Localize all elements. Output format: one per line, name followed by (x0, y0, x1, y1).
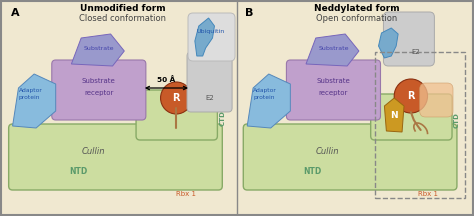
Text: Substrate: Substrate (318, 46, 349, 51)
Text: Neddylated form: Neddylated form (314, 4, 400, 13)
Text: A: A (10, 8, 19, 18)
FancyBboxPatch shape (383, 12, 434, 66)
FancyBboxPatch shape (286, 60, 381, 120)
Text: E2: E2 (205, 95, 214, 101)
Text: Adaptor
protein: Adaptor protein (253, 88, 277, 100)
Text: R: R (407, 91, 415, 101)
Circle shape (161, 82, 192, 114)
Text: 50 Å: 50 Å (157, 76, 175, 83)
Text: CTD: CTD (454, 112, 460, 128)
Text: Substrate: Substrate (317, 78, 350, 84)
FancyBboxPatch shape (9, 124, 222, 190)
Circle shape (394, 79, 428, 113)
FancyBboxPatch shape (187, 52, 232, 112)
Text: E2: E2 (411, 49, 420, 55)
Text: NTD: NTD (304, 167, 322, 176)
Text: receptor: receptor (319, 90, 348, 96)
Text: Substrate: Substrate (82, 78, 116, 84)
Polygon shape (306, 34, 359, 66)
Text: Cullin: Cullin (81, 146, 105, 156)
FancyBboxPatch shape (136, 90, 218, 140)
FancyBboxPatch shape (243, 124, 457, 190)
Text: Cullin: Cullin (316, 146, 339, 156)
Text: Closed conformation: Closed conformation (79, 14, 166, 23)
FancyBboxPatch shape (371, 94, 452, 140)
FancyBboxPatch shape (188, 13, 235, 61)
Text: Substrate: Substrate (83, 46, 114, 51)
Polygon shape (379, 28, 398, 58)
FancyBboxPatch shape (52, 60, 146, 120)
Text: receptor: receptor (84, 90, 113, 96)
Polygon shape (13, 74, 56, 128)
Text: NTD: NTD (69, 167, 87, 176)
Text: Adaptor
protein: Adaptor protein (18, 88, 42, 100)
Text: Open conformation: Open conformation (316, 14, 398, 23)
FancyBboxPatch shape (419, 83, 453, 117)
Text: R: R (173, 93, 180, 103)
Text: Unmodified form: Unmodified form (80, 4, 165, 13)
Polygon shape (72, 34, 124, 66)
Text: CTD: CTD (219, 110, 225, 126)
Polygon shape (195, 18, 214, 56)
Text: N: N (391, 111, 398, 121)
Polygon shape (384, 98, 404, 132)
Text: Rbx 1: Rbx 1 (176, 191, 196, 197)
Text: Ubiquitin: Ubiquitin (196, 29, 225, 33)
Text: B: B (245, 8, 254, 18)
Text: Rbx 1: Rbx 1 (418, 191, 438, 197)
Polygon shape (247, 74, 291, 128)
